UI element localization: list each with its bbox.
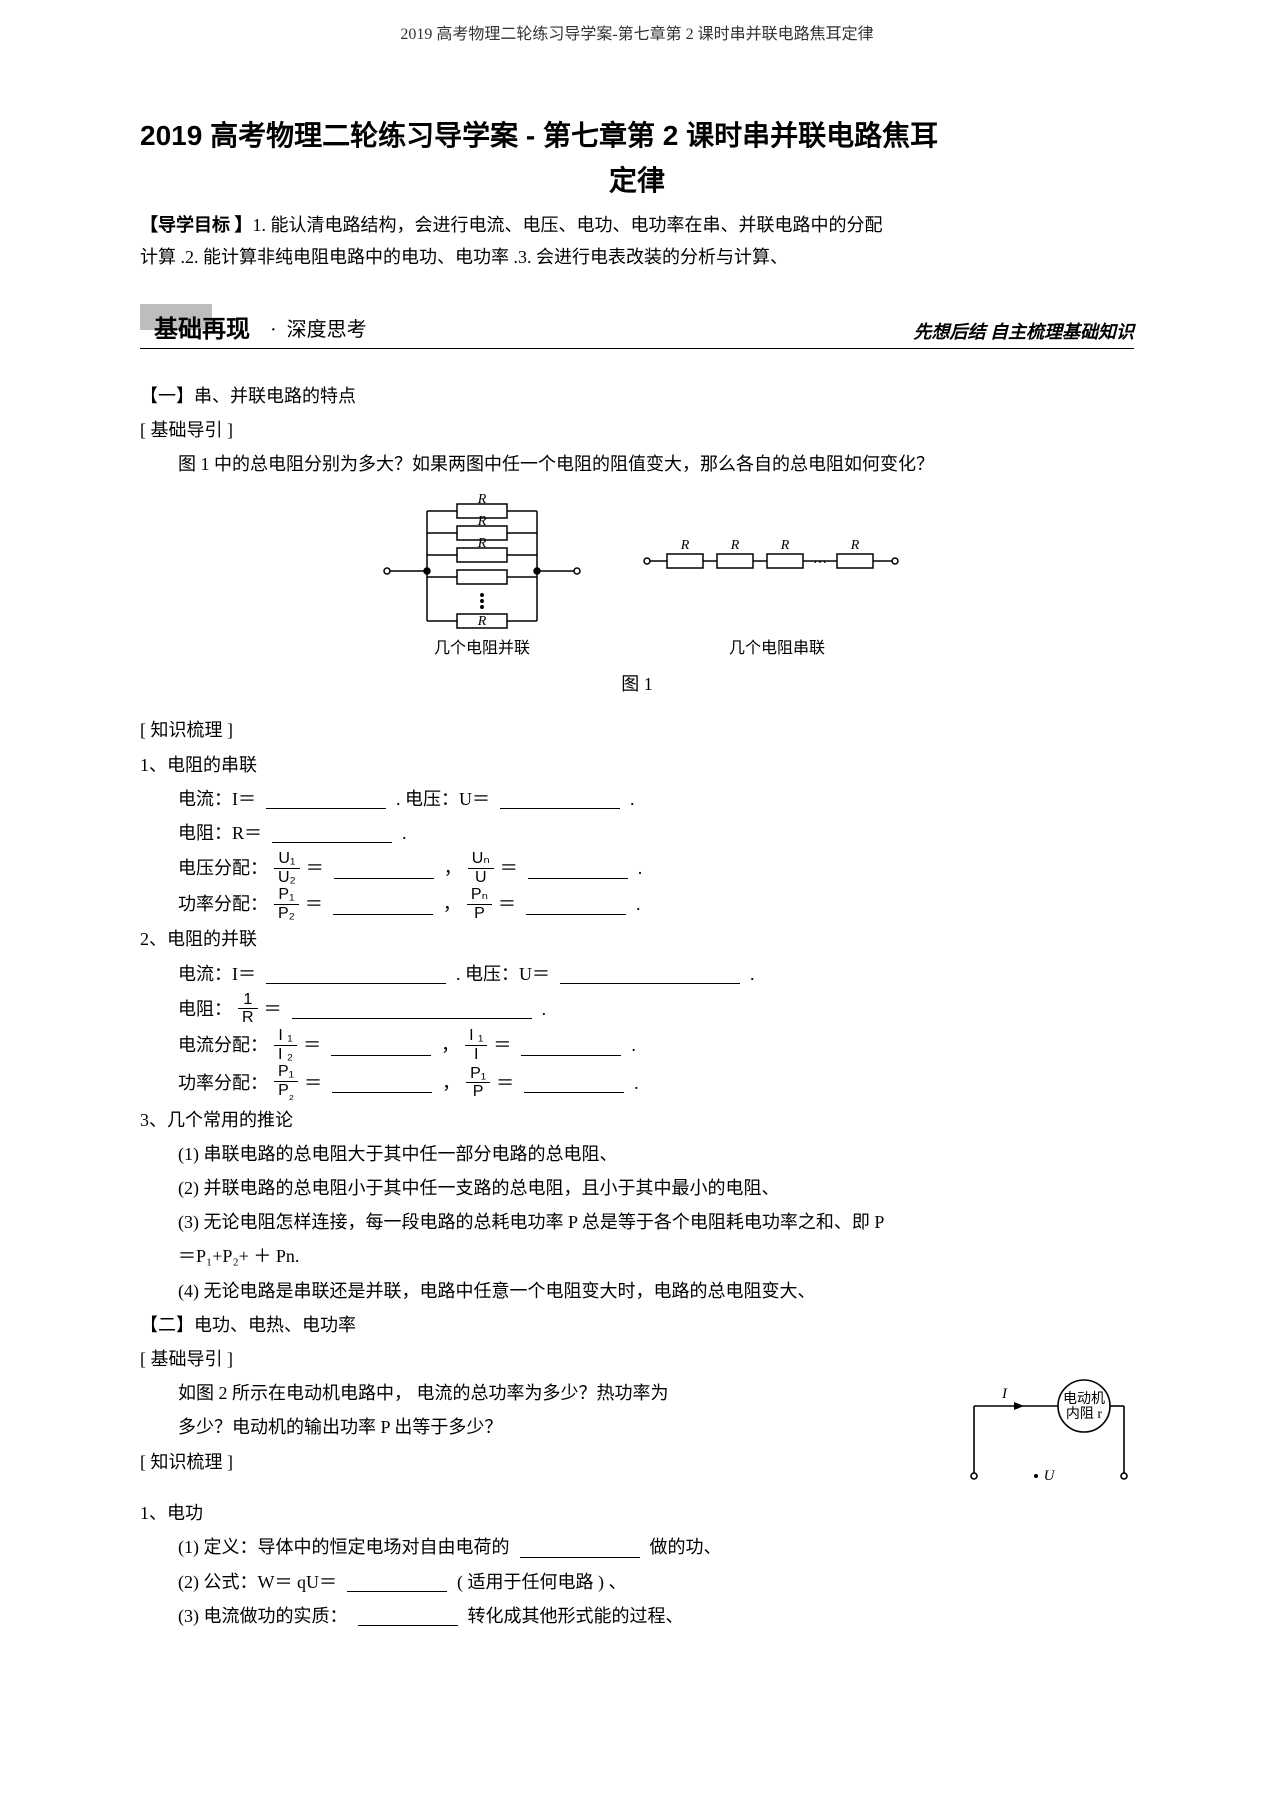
main-title-sub: 定律 [140, 159, 1134, 199]
item4-l2: (2) 公式：W＝ qU＝ ( 适用于任何电路 ) 、 [140, 1565, 1134, 1599]
item3-l2: (2) 并联电路的总电阻小于其中任一支路的总电阻，且小于其中最小的电阻、 [140, 1171, 1134, 1205]
item4-l3: (3) 电流做功的实质： 转化成其他形式能的过程、 [140, 1599, 1134, 1633]
sec2-sub1: [ 基础导引 ] [140, 1342, 1134, 1376]
goal-text-2: 计算 .2. 能计算非纯电阻电路中的电功、电功率 .3. 会进行电表改装的分析与… [140, 247, 788, 267]
item1-resist: 电阻：R＝. [140, 816, 1134, 850]
fig1-parallel-label: 几个电阻并联 [434, 639, 530, 657]
svg-text:R: R [477, 536, 487, 551]
item3-title: 3、几个常用的推论 [140, 1103, 1134, 1137]
sec1-heading: 【一】串、并联电路的特点 [140, 379, 1134, 413]
section-banner: 基础再现 · 深度思考 先想后结 自主梳理基础知识 [140, 304, 1134, 349]
motor-figure: I 电动机 内阻 r U [964, 1376, 1134, 1496]
fig1-series-label: 几个电阻串联 [729, 639, 825, 657]
svg-text:R: R [477, 514, 487, 529]
item3-l3a: (3) 无论电阻怎样连接，每一段电路的总耗电功率 P 总是等于各个电阻耗电功率之… [140, 1205, 1134, 1239]
item2-resist: 电阻： 1R ＝. [140, 991, 1134, 1027]
svg-text:…: … [813, 552, 827, 567]
figure-1: R R R R 几个电阻并联 [140, 491, 1134, 661]
sec1-sub1: [ 基础导引 ] [140, 413, 1134, 447]
item1-pdist: 功率分配： P₁P₂ ＝， PₙP ＝. [140, 886, 1134, 922]
svg-text:电动机: 电动机 [1063, 1391, 1105, 1407]
sec2-q2: 多少？电动机的输出功率 P 出等于多少？ [140, 1410, 944, 1444]
svg-text:R: R [850, 538, 860, 553]
svg-text:U: U [1044, 1468, 1056, 1484]
svg-text:R: R [680, 538, 690, 553]
item2-idist: 电流分配： I ₁I ₂ ＝， I ₁I ＝. [140, 1027, 1134, 1063]
banner-sub: · 深度思考 [270, 313, 367, 342]
item3-l1: (1) 串联电路的总电阻大于其中任一部分电路的总电阻、 [140, 1137, 1134, 1171]
svg-text:内阻 r: 内阻 r [1066, 1406, 1102, 1422]
sec2-heading: 【二】电功、电热、电功率 [140, 1308, 1134, 1342]
item4-title: 1、电功 [140, 1496, 1134, 1530]
item1-vdist: 电压分配： U₁U₂ ＝， UₙU ＝. [140, 850, 1134, 886]
goal-text-1: 1. 能认清电路结构，会进行电流、电压、电功、电功率在串、并联电路中的分配 [253, 215, 883, 235]
banner-right: 先想后结 自主梳理基础知识 [914, 318, 1135, 344]
sec2-sub2: [ 知识梳理 ] [140, 1445, 944, 1479]
item3-l4: (4) 无论电路是串联还是并联，电路中任意一个电阻变大时，电路的总电阻变大、 [140, 1274, 1134, 1308]
banner-main: 基础再现 [154, 309, 250, 344]
item1-title: 1、电阻的串联 [140, 748, 1134, 782]
svg-text:R: R [730, 538, 740, 553]
fig1-caption: 图 1 [140, 667, 1134, 701]
item3-l3b: ＝P₁+P₂+ ＋ Pn. [140, 1239, 1134, 1273]
svg-text:R: R [477, 492, 487, 507]
sec2-q1: 如图 2 所示在电动机电路中， 电流的总功率为多少？热功率为 [140, 1376, 944, 1410]
page-header: 2019 高考物理二轮练习导学案-第七章第 2 课时串并联电路焦耳定律 [140, 20, 1134, 44]
sec1-question: 图 1 中的总电阻分别为多大？如果两图中任一个电阻的阻值变大，那么各自的总电阻如… [140, 447, 1134, 481]
item2-title: 2、电阻的并联 [140, 922, 1134, 956]
item2-current-voltage: 电流：I＝ . 电压：U＝ . [140, 957, 1134, 991]
item1-current-voltage: 电流：I＝ . 电压：U＝ . [140, 782, 1134, 816]
goal-block: 【导学目标 】1. 能认清电路结构，会进行电流、电压、电功、电功率在串、并联电路… [140, 209, 1134, 274]
svg-text:R: R [780, 538, 790, 553]
goal-label: 【导学目标 】 [140, 215, 253, 235]
svg-text:I: I [1001, 1386, 1008, 1402]
svg-text:R: R [477, 614, 487, 629]
item2-pdist: 功率分配： P₁P₂ ＝， P₁P ＝. [140, 1063, 1134, 1102]
sec1-sub2: [ 知识梳理 ] [140, 713, 1134, 747]
item4-l1: (1) 定义：导体中的恒定电场对自由电荷的 做的功、 [140, 1530, 1134, 1564]
main-title: 2019 高考物理二轮练习导学案 - 第七章第 2 课时串并联电路焦耳 [140, 114, 1134, 159]
